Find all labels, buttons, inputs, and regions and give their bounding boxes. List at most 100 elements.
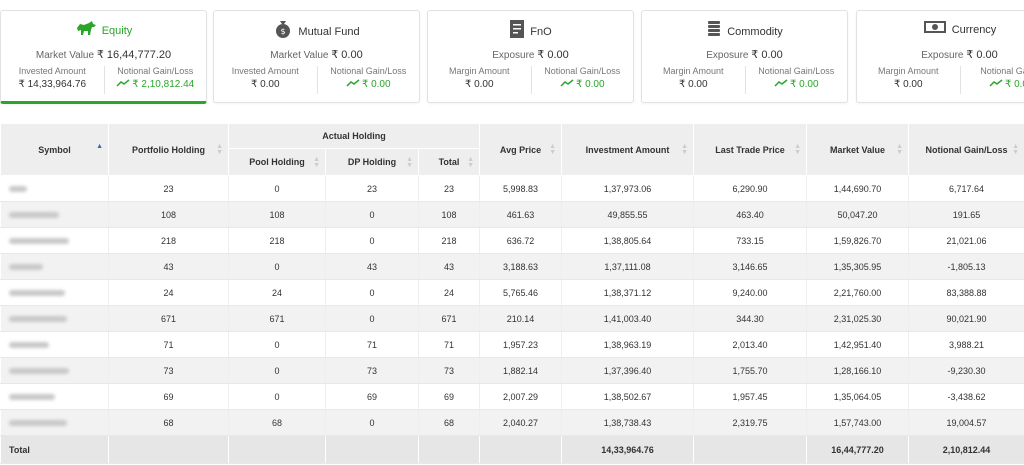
- redacted-symbol: [9, 185, 27, 192]
- redacted-symbol: [9, 315, 67, 322]
- sort-icon[interactable]: ▲ ▼: [406, 156, 413, 169]
- table-cell: 23: [108, 175, 229, 202]
- table-cell: -3,438.62: [908, 383, 1024, 410]
- coin-stack-icon: [706, 19, 722, 45]
- table-cell: 2,040.27: [479, 409, 562, 436]
- col-header-dp-holding[interactable]: DP Holding ▲ ▼: [325, 148, 419, 176]
- card-main-value: ₹ 0.00: [751, 49, 783, 61]
- table-cell: 24: [228, 279, 326, 306]
- table-cell: 636.72: [479, 227, 562, 254]
- table-cell: 5,998.83: [479, 175, 562, 202]
- table-cell: 1,41,003.40: [561, 305, 694, 332]
- table-cell: 344.30: [693, 305, 807, 332]
- redacted-symbol: [9, 289, 65, 296]
- holdings-table: Symbol ▲ Portfolio Holding ▲ ▼ Actual Holdi…: [0, 123, 1024, 464]
- table-row[interactable]: 23 0 23 23 5,998.83 1,37,973.06 6,290.90 1,44,6…: [0, 175, 1024, 202]
- table-cell: 671: [228, 305, 326, 332]
- trend-up-icon: [560, 79, 574, 90]
- total-investment: 14,33,964.76: [561, 435, 694, 464]
- redacted-symbol: [9, 263, 43, 270]
- sort-icon[interactable]: ▲ ▼: [1012, 143, 1019, 156]
- table-cell: 1,38,502.67: [561, 383, 694, 410]
- table-cell: 2,007.29: [479, 383, 562, 410]
- total-gain-loss: 2,10,812.44: [908, 435, 1024, 464]
- col-header-pool-holding[interactable]: Pool Holding ▲ ▼: [228, 148, 326, 176]
- table-cell: 2,013.40: [693, 331, 807, 358]
- total-market-value: 16,44,777.20: [806, 435, 909, 464]
- card-title: Commodity: [727, 26, 783, 38]
- table-cell: -9,230.30: [908, 357, 1024, 384]
- table-cell: 24: [108, 279, 229, 306]
- col-header-portfolio-holding[interactable]: Portfolio Holding ▲ ▼: [108, 123, 229, 176]
- card-currency[interactable]: Currency Exposure ₹ 0.00 Margin Amount ₹ …: [856, 10, 1024, 103]
- card-right-label: Notional Gain/Loss: [330, 66, 407, 76]
- sort-icon[interactable]: ▲ ▼: [794, 143, 801, 156]
- table-cell: 90,021.90: [908, 305, 1024, 332]
- col-header-market-value[interactable]: Market Value ▲ ▼: [806, 123, 909, 176]
- table-cell: 73: [418, 357, 480, 384]
- table-cell: 0: [228, 253, 326, 280]
- table-row[interactable]: 68 68 0 68 2,040.27 1,38,738.43 2,319.75 1,57,7…: [0, 409, 1024, 436]
- table-cell: 461.63: [479, 201, 562, 228]
- card-commodity[interactable]: Commodity Exposure ₹ 0.00 Margin Amount ₹…: [641, 10, 848, 103]
- col-header-avg-price[interactable]: Avg Price ▲ ▼: [479, 123, 562, 176]
- col-header-total[interactable]: Total ▲ ▼: [418, 148, 480, 176]
- table-row[interactable]: 71 0 71 71 1,957.23 1,38,963.19 2,013.40 1,42,9…: [0, 331, 1024, 358]
- table-cell: 71: [418, 331, 480, 358]
- trend-up-icon: [346, 79, 360, 90]
- table-cell: 0: [228, 331, 326, 358]
- symbol-cell: [0, 201, 109, 228]
- table-cell: 108: [418, 201, 480, 228]
- table-cell: 218: [228, 227, 326, 254]
- card-mutual-fund[interactable]: $ Mutual Fund Market Value ₹ 0.00 Invest…: [213, 10, 420, 103]
- table-cell: 68: [228, 409, 326, 436]
- table-row[interactable]: 73 0 73 73 1,882.14 1,37,396.40 1,755.70 1,28,1…: [0, 357, 1024, 384]
- table-cell: 68: [418, 409, 480, 436]
- sort-icon[interactable]: ▲ ▼: [467, 156, 474, 169]
- table-cell: 73: [325, 357, 419, 384]
- card-main-value: ₹ 0.00: [966, 49, 998, 61]
- table-row[interactable]: 671 671 0 671 210.14 1,41,003.40 344.30 2,31,02…: [0, 305, 1024, 332]
- table-cell: 71: [108, 331, 229, 358]
- table-row[interactable]: 24 24 0 24 5,765.46 1,38,371.12 9,240.00 2,21,7…: [0, 279, 1024, 306]
- sort-asc-icon[interactable]: ▲: [96, 143, 103, 150]
- col-header-investment-amount[interactable]: Investment Amount ▲ ▼: [561, 123, 694, 176]
- col-header-gain-loss[interactable]: Notional Gain/Loss ▲ ▼: [908, 123, 1024, 176]
- table-cell: 43: [108, 253, 229, 280]
- table-cell: 5,765.46: [479, 279, 562, 306]
- card-left-value: ₹ 0.00: [678, 79, 708, 90]
- table-cell: 0: [325, 305, 419, 332]
- sort-icon[interactable]: ▲ ▼: [549, 143, 556, 156]
- table-cell: 0: [228, 175, 326, 202]
- table-cell: 1,882.14: [479, 357, 562, 384]
- sort-icon[interactable]: ▲ ▼: [313, 156, 320, 169]
- redacted-symbol: [9, 341, 49, 348]
- col-header-last-trade-price[interactable]: Last Trade Price ▲ ▼: [693, 123, 807, 176]
- symbol-cell: [0, 409, 109, 436]
- table-row[interactable]: 218 218 0 218 636.72 1,38,805.64 733.15 1,59,82…: [0, 227, 1024, 254]
- table-cell: 73: [108, 357, 229, 384]
- table-row[interactable]: 43 0 43 43 3,188.63 1,37,111.08 3,146.65 1,35,3…: [0, 253, 1024, 280]
- table-cell: 1,38,805.64: [561, 227, 694, 254]
- card-title: Mutual Fund: [298, 26, 360, 38]
- sort-icon[interactable]: ▲ ▼: [896, 143, 903, 156]
- trend-up-icon: [774, 79, 788, 90]
- card-title: Equity: [101, 25, 133, 37]
- card-main-value: ₹ 0.00: [331, 49, 363, 61]
- symbol-cell: [0, 175, 109, 202]
- trend-up-icon: [989, 79, 1003, 90]
- svg-text:$: $: [281, 27, 286, 36]
- card-equity[interactable]: Equity Market Value ₹ 16,44,777.20 Inves…: [0, 10, 207, 104]
- table-row[interactable]: 69 0 69 69 2,007.29 1,38,502.67 1,957.45 1,35,0…: [0, 383, 1024, 410]
- sort-icon[interactable]: ▲ ▼: [216, 143, 223, 156]
- card-right-value: ₹ 0.00: [1004, 79, 1024, 91]
- card-left-value: ₹ 14,33,964.76: [18, 79, 87, 90]
- card-fno[interactable]: FnO Exposure ₹ 0.00 Margin Amount ₹ 0.00 …: [427, 10, 634, 103]
- col-header-symbol[interactable]: Symbol ▲: [0, 123, 109, 176]
- table-cell: 1,28,166.10: [806, 357, 909, 384]
- table-row[interactable]: 108 108 0 108 461.63 49,855.55 463.40 50,047.20…: [0, 201, 1024, 228]
- card-left-value: ₹ 0.00: [893, 79, 923, 90]
- table-body: 23 0 23 23 5,998.83 1,37,973.06 6,290.90 1,44,6…: [0, 175, 1024, 436]
- sort-icon[interactable]: ▲ ▼: [681, 143, 688, 156]
- card-header: Equity: [1, 19, 206, 43]
